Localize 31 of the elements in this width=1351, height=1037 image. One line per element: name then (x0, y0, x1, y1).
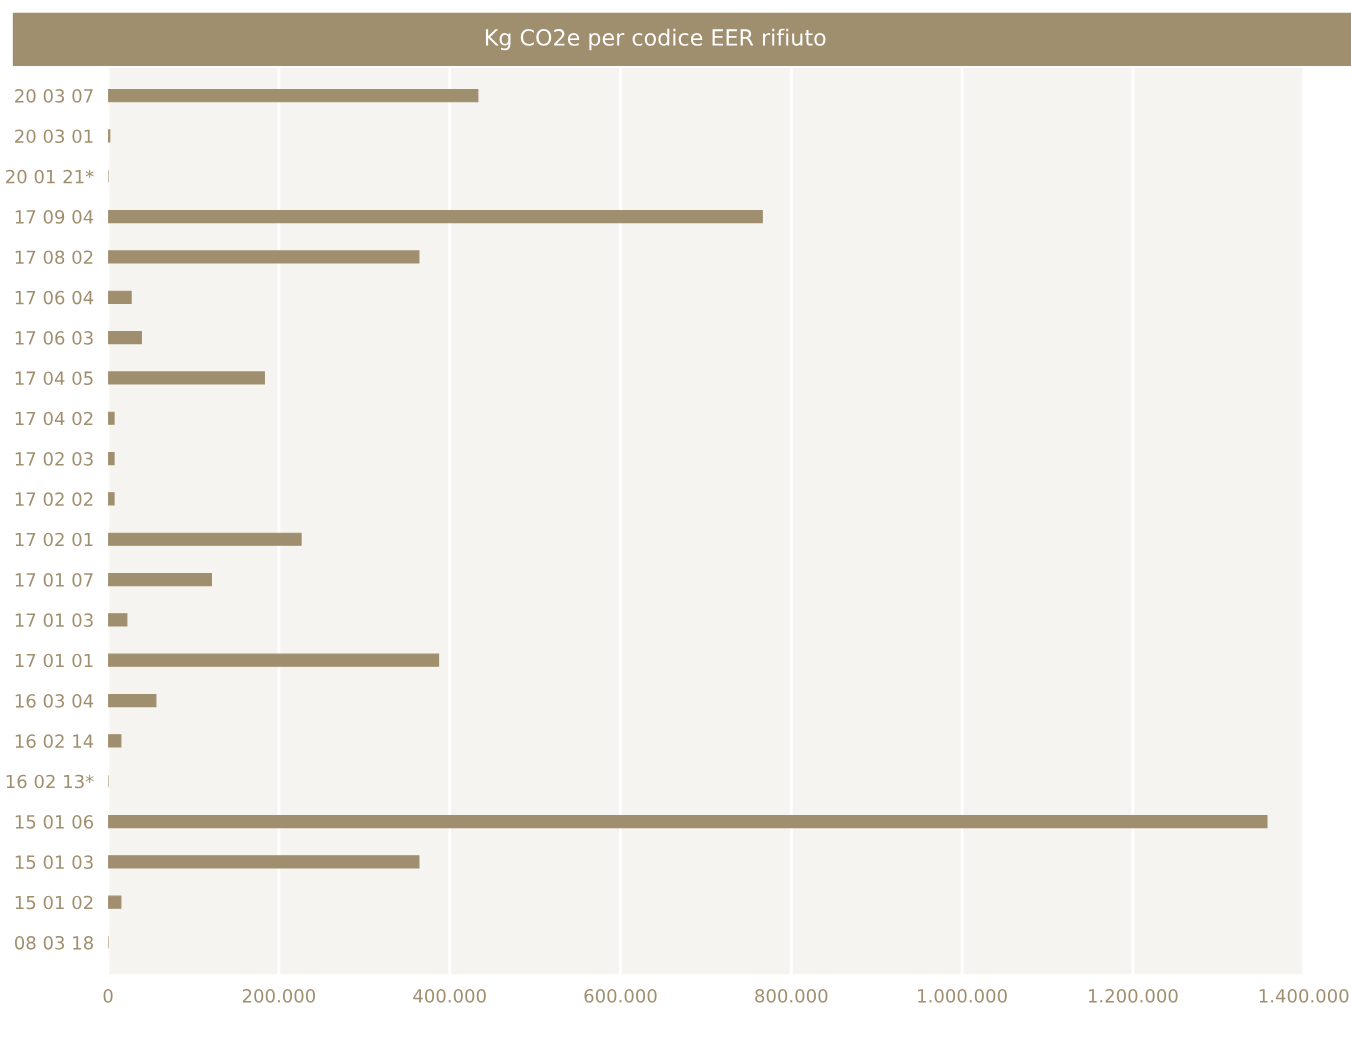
y-tick-label: 16 02 13* (6, 774, 94, 789)
x-tick-label: 1.400.000 (1259, 988, 1349, 1003)
y-tick-label: 17 06 03 (15, 331, 93, 345)
y-tick-label: 15 01 03 (15, 855, 93, 869)
y-tick-label: 17 06 04 (15, 290, 94, 305)
y-tick-label: 17 01 03 (15, 613, 93, 628)
y-tick-label: 17 01 07 (15, 573, 93, 587)
y-tick-label: 17 02 01 (15, 532, 93, 547)
y-tick-label: 08 03 18 (14, 935, 93, 950)
y-tick-label: 20 03 01 (15, 129, 93, 144)
y-tick-label: 20 03 07 (15, 89, 93, 103)
y-tick-label: 17 08 02 (15, 250, 93, 265)
x-tick-label: 600.000 (584, 988, 657, 1003)
y-tick-label: 17 02 03 (15, 452, 93, 466)
x-tick-label: 200.000 (242, 988, 316, 1003)
x-tick-label: 400.000 (413, 988, 486, 1003)
y-tick-label: 15 01 06 (15, 814, 94, 829)
x-tick-label: 1.200.000 (1088, 988, 1178, 1003)
x-tick-label: 1.000.000 (918, 988, 1007, 1003)
y-tick-label: 16 02 14 (15, 734, 94, 748)
y-tick-label: 17 04 05 (15, 371, 93, 386)
y-tick-label: 20 01 21* (6, 169, 94, 184)
x-tick-label: 800.000 (755, 988, 828, 1003)
y-tick-label: 16 03 04 (15, 694, 94, 708)
x-tick-label: 0 (103, 988, 113, 1003)
y-tick-label: 17 02 02 (15, 492, 93, 507)
y-tick-label: 17 04 02 (15, 411, 93, 426)
y-tick-label: 15 01 02 (15, 895, 93, 910)
chart-title: Kg CO2e per codice EER rifiuto (485, 28, 826, 51)
y-tick-label: 17 01 01 (15, 653, 93, 668)
y-tick-label: 17 09 04 (15, 210, 94, 224)
